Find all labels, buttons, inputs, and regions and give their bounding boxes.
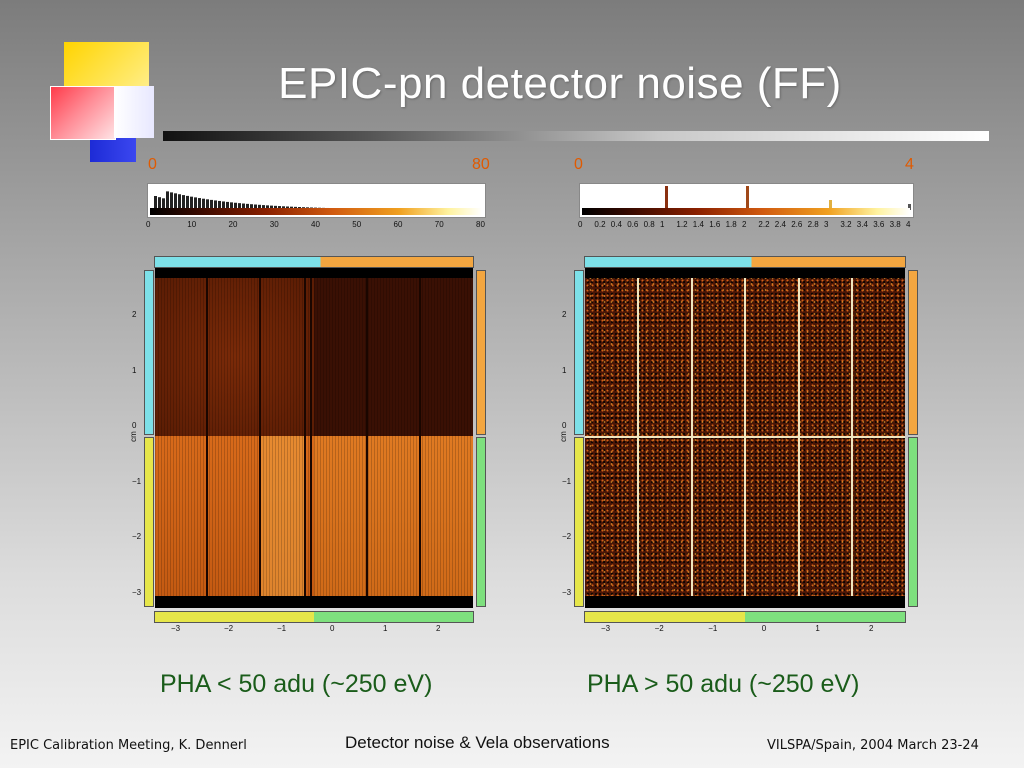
- tick-label: 2.6: [791, 220, 803, 229]
- right-top-strip: [584, 256, 906, 268]
- tick-label: −1: [562, 476, 572, 486]
- tick-label: 0.4: [610, 220, 622, 229]
- right-side-strip-lower: [574, 437, 584, 607]
- title-underline-bar: [163, 131, 989, 141]
- tick-label: 1: [815, 624, 820, 633]
- tick-label: 2: [132, 310, 137, 319]
- tick-label: 2: [436, 624, 441, 633]
- tick-label: 3.8: [889, 220, 901, 229]
- logo-white-square: [114, 86, 154, 138]
- tick-label: 0: [146, 220, 151, 229]
- tick-label: 3.6: [873, 220, 885, 229]
- tick-label: 1.6: [709, 220, 721, 229]
- tick-label: 2.2: [758, 220, 770, 229]
- tick-label: 1.8: [725, 220, 737, 229]
- tick-label: 60: [393, 220, 403, 229]
- tick-label: 50: [352, 220, 362, 229]
- right-histogram-bars: [665, 186, 911, 210]
- tick-label: 0.2: [594, 220, 606, 229]
- right-right-strip-upper: [908, 270, 918, 435]
- tick-label: −2: [654, 624, 664, 633]
- footer-center: Detector noise & Vela observations: [345, 733, 610, 752]
- tick-label: −2: [132, 532, 142, 542]
- tick-label: 1: [562, 365, 567, 375]
- tick-label: 2: [869, 624, 874, 633]
- right-scale-min: 0: [574, 156, 583, 173]
- tick-label: 2.8: [807, 220, 819, 229]
- left-colorbar: [150, 208, 482, 215]
- tick-label: 2: [742, 220, 747, 229]
- tick-label: 3.2: [840, 220, 852, 229]
- tick-label: 1: [383, 624, 388, 633]
- logo-red-square: [50, 86, 116, 140]
- tick-label: 30: [269, 220, 279, 229]
- left-scale-min: 0: [148, 156, 157, 173]
- right-side-strip-upper: [574, 270, 584, 435]
- tick-label: 40: [311, 220, 320, 229]
- tick-label: 4: [906, 220, 911, 229]
- right-noise-image: [585, 268, 905, 608]
- footer-right: VILSPA/Spain, 2004 March 23-24: [767, 738, 979, 753]
- tick-label: −3: [601, 624, 611, 633]
- tick-label: 1.2: [676, 220, 688, 229]
- right-scale-max: 4: [905, 156, 914, 173]
- tick-label: −2: [224, 624, 234, 633]
- tick-label: 0: [578, 220, 583, 229]
- tick-label: 3.4: [856, 220, 868, 229]
- tick-label: 2.4: [774, 220, 786, 229]
- left-side-strip-upper: [144, 270, 154, 435]
- left-side-strip-lower: [144, 437, 154, 607]
- right-bottom-strip: [584, 611, 906, 623]
- tick-label: −3: [132, 588, 142, 597]
- tick-label: 0: [761, 624, 767, 633]
- left-scale-max: 80: [472, 156, 490, 173]
- right-right-strip-lower: [908, 437, 918, 607]
- tick-label: 10: [187, 220, 197, 229]
- right-y-unit: cm: [558, 431, 568, 442]
- tick-label: −1: [708, 624, 718, 633]
- tick-label: 70: [434, 220, 444, 229]
- footer-left: EPIC Calibration Meeting, K. Dennerl: [10, 738, 247, 753]
- tick-label: 20: [228, 220, 238, 229]
- left-caption: PHA < 50 adu (~250 eV): [160, 670, 433, 698]
- tick-label: −1: [132, 476, 142, 486]
- left-bottom-strip: [154, 611, 474, 623]
- right-caption: PHA > 50 adu (~250 eV): [587, 670, 860, 698]
- left-top-strip: [154, 256, 474, 268]
- tick-label: 0: [132, 421, 137, 431]
- tick-label: 1: [660, 220, 665, 229]
- slide-logo: [50, 40, 160, 165]
- left-noise-image: [155, 268, 473, 608]
- left-y-unit: cm: [128, 431, 138, 442]
- right-colorbar: [582, 208, 910, 215]
- tick-label: 1: [132, 365, 137, 375]
- tick-label: 0.6: [627, 220, 639, 229]
- slide-title: EPIC-pn detector noise (FF): [278, 59, 842, 108]
- left-right-strip-upper: [476, 270, 486, 435]
- left-right-strip-lower: [476, 437, 486, 607]
- tick-label: 3: [824, 220, 829, 229]
- tick-label: 0: [562, 421, 567, 431]
- tick-label: 0: [330, 624, 335, 633]
- tick-label: −3: [171, 624, 181, 633]
- tick-label: −1: [277, 624, 287, 633]
- tick-label: −2: [562, 532, 572, 542]
- tick-label: 80: [476, 220, 485, 229]
- tick-label: 2: [562, 310, 567, 319]
- tick-label: 1.4: [692, 220, 704, 229]
- tick-label: −3: [562, 588, 572, 597]
- tick-label: 0.8: [643, 220, 655, 229]
